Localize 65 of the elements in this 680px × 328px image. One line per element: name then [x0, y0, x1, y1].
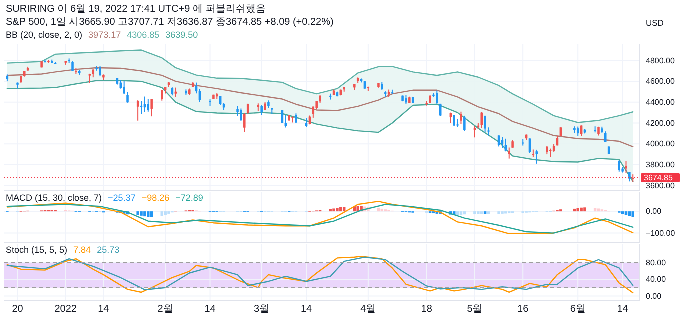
candlestick: [99, 66, 102, 78]
candlestick: [484, 115, 486, 133]
candlestick: [436, 90, 438, 104]
y-tick-label: 4800.00: [646, 56, 676, 66]
y-tick-label: 80.00: [646, 258, 667, 268]
y-tick-label: 0.00: [646, 207, 662, 216]
candlestick: [260, 104, 263, 116]
y-tick-label: 4400.00: [646, 98, 676, 108]
x-tick-label: 6월: [570, 304, 586, 315]
candlestick: [480, 111, 483, 129]
candlestick: [244, 112, 246, 133]
ref-line-label: 3674.85: [644, 174, 674, 183]
series-label: 25.73: [97, 245, 120, 255]
chart-subtitle: S&P 500, 1일 시3665.90 고3707.71 저3636.87 종3674.85 +8.09 (+0.22%): [6, 17, 334, 28]
x-tick-label: 14: [98, 304, 110, 315]
x-tick-label: 16: [518, 304, 530, 315]
candlestick: [150, 98, 153, 118]
x-tick-label: 14: [204, 304, 216, 315]
candlestick: [126, 92, 129, 104]
y-tick-label: 4200.00: [646, 118, 676, 128]
annotation: Stoch (15, 5, 5): [6, 245, 68, 255]
candlestick: [625, 160, 628, 174]
line-series: [6, 50, 634, 124]
x-tick-label: 4월: [360, 304, 376, 315]
y-tick-label: 3600.00: [646, 181, 676, 190]
x-tick-label: 5월: [467, 304, 483, 315]
text: −98.26: [142, 193, 170, 203]
text: BB (20, close, 2, 0): [6, 30, 83, 40]
y-tick-label: 3800.00: [646, 160, 676, 170]
x-tick-label: 2022: [54, 304, 78, 315]
x-tick-label: 20: [12, 304, 24, 315]
candlestick: [284, 114, 288, 128]
candlestick: [536, 149, 538, 164]
candlestick: [453, 114, 456, 126]
candlestick: [236, 106, 239, 117]
candlestick: [240, 108, 242, 122]
candlestick: [604, 131, 607, 143]
x-tick-label: 2월: [158, 304, 174, 315]
chart-title: SURIRING 이 6월 19, 2022 17:41 UTC+9 에 퍼블리쉬했음: [6, 4, 266, 15]
y-tick-label: 40.00: [646, 275, 667, 284]
x-tick-label: 14: [300, 304, 313, 315]
y-tick-label: −100.00: [646, 228, 676, 238]
candlestick: [123, 80, 126, 95]
y-tick-label: 4600.00: [646, 77, 676, 86]
y-tick-label: 4000.00: [646, 140, 676, 149]
line-series: [6, 67, 634, 148]
x-tick-label: 18: [421, 304, 433, 315]
candlestick: [576, 126, 580, 137]
y-tick-label: 0.00: [646, 292, 662, 301]
text: 3639.50: [166, 30, 198, 40]
candlestick: [508, 147, 510, 160]
x-tick-label: 3월: [254, 304, 270, 315]
x-tick-label: 14: [617, 304, 629, 315]
series-label: 4306.85: [127, 30, 160, 40]
candlestick: [464, 115, 466, 132]
y-axis-title: USD: [646, 18, 664, 28]
text: 3973.17: [88, 30, 122, 40]
series-label: −72.89: [176, 193, 204, 203]
annotation: MACD (15, 30, close, 7): [6, 193, 102, 203]
series-label: 7.84: [74, 245, 92, 255]
candlestick: [460, 111, 462, 126]
line-series: [6, 80, 634, 182]
candlestick: [504, 138, 508, 152]
series-label: −25.37: [108, 193, 136, 203]
candlestick: [405, 94, 408, 105]
